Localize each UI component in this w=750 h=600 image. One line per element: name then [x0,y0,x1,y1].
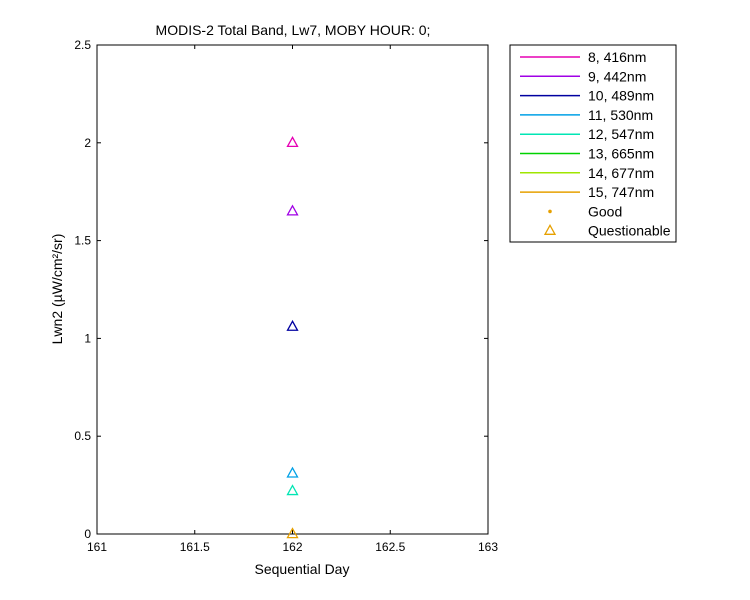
x-tick-label: 162.5 [375,540,405,554]
data-point-series-4 [286,466,299,478]
legend-entry: 8, 416nm [588,49,646,65]
x-tick-label: 161.5 [180,540,210,554]
y-tick-label: 0 [84,527,91,541]
y-tick-label: 1.5 [74,234,91,248]
chart-title: MODIS-2 Total Band, Lw7, MOBY HOUR: 0; [156,22,431,38]
data-point-series-5 [286,484,299,496]
legend-good-marker [548,209,552,214]
plot-area [96,44,489,535]
data-points [286,136,299,539]
data-point-series-3 [286,319,299,331]
legend-entry: 15, 747nm [588,184,654,200]
data-point-series-1 [286,136,299,148]
y-tick-label: 2 [84,136,91,150]
legend-entry: 14, 677nm [588,165,654,181]
legend-entry: 10, 489nm [588,88,654,104]
x-tick-label: 162 [282,540,302,554]
data-point-series-2 [286,204,299,216]
legend-entry: 9, 442nm [588,68,646,84]
y-tick-label: 1 [84,331,91,345]
legend-entry: 13, 665nm [588,146,654,162]
legend-questionable-marker [543,223,557,235]
y-axis: 0 0.5 1 1.5 2 2.5 [74,38,488,541]
legend-entry: Good [588,203,622,219]
legend-box [509,44,677,243]
legend: 8, 416nm 9, 442nm 10, 489nm 11, 530nm 12, 54… [509,44,677,243]
y-axis-label: Lwn2 (µW/cm²/sr) [49,234,65,345]
legend-entry: 12, 547nm [588,126,654,142]
x-tick-label: 161 [87,540,107,554]
legend-entry: Questionable [588,223,671,239]
legend-entry: 11, 530nm [588,107,653,123]
x-tick-label: 163 [478,540,498,554]
x-axis: 161 161.5 162 162.5 163 [87,45,498,554]
y-tick-label: 0.5 [74,429,91,443]
y-tick-label: 2.5 [74,38,91,52]
data-point-series-8 [286,527,299,539]
x-axis-label: Sequential Day [255,561,350,577]
